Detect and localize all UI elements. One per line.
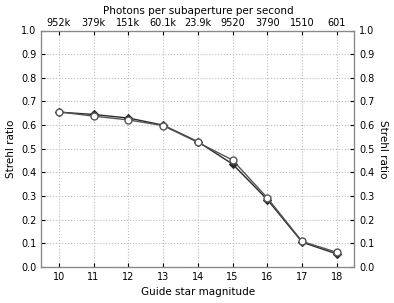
Y-axis label: Strehl ratio: Strehl ratio [6,120,15,178]
X-axis label: Photons per subaperture per second: Photons per subaperture per second [102,5,293,15]
Y-axis label: Strehl ratio: Strehl ratio [379,120,388,178]
X-axis label: Guide star magnitude: Guide star magnitude [141,288,255,298]
